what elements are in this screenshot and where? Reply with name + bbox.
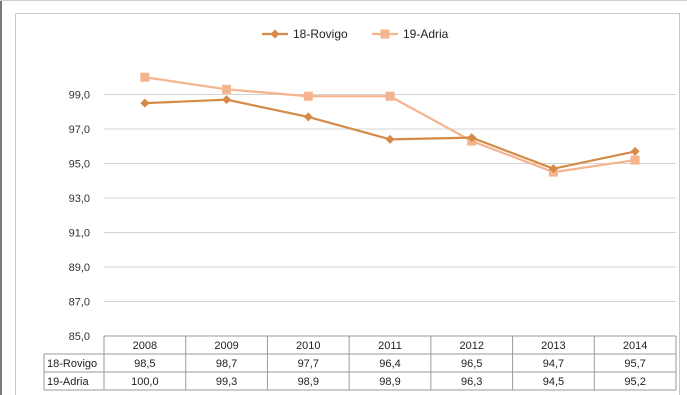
x-tick-label: 2009 — [214, 340, 238, 352]
y-tick-label: 99,0 — [69, 90, 90, 102]
data-point — [303, 91, 313, 101]
data-table-value: 98,7 — [216, 358, 237, 370]
x-tick-label: 2011 — [378, 340, 402, 352]
y-tick-label: 87,0 — [69, 297, 90, 309]
data-point — [548, 164, 558, 174]
legend-marker — [380, 29, 390, 39]
data-table-value: 94,5 — [543, 376, 564, 388]
data-table-value: 98,9 — [298, 376, 319, 388]
data-table-value: 96,5 — [461, 358, 482, 370]
data-point — [467, 133, 477, 143]
window-top-edge — [0, 0, 687, 1]
y-tick-label: 85,0 — [69, 331, 90, 343]
data-table-value: 98,5 — [134, 358, 155, 370]
x-tick-label: 2008 — [133, 340, 157, 352]
data-point — [140, 72, 150, 82]
data-point — [303, 112, 313, 122]
data-table-value: 95,7 — [624, 358, 645, 370]
legend-marker — [270, 29, 280, 39]
data-point — [222, 84, 232, 94]
data-point — [222, 95, 232, 105]
chart-area — [15, 13, 680, 395]
y-tick-label: 89,0 — [69, 262, 90, 274]
y-tick-label: 91,0 — [69, 228, 90, 240]
data-table-value: 98,9 — [379, 376, 400, 388]
x-tick-label: 2012 — [459, 340, 483, 352]
data-table-value: 94,7 — [543, 358, 564, 370]
data-table-value: 99,3 — [216, 376, 237, 388]
table-series-name: 18-Rovigo — [47, 358, 97, 370]
data-table-value: 100,0 — [131, 376, 159, 388]
legend-label: 19-Adria — [403, 27, 449, 41]
data-table-value: 95,2 — [624, 376, 645, 388]
data-point — [385, 91, 395, 101]
table-series-name: 19-Adria — [47, 376, 89, 388]
data-point — [630, 146, 640, 156]
data-table-value: 96,4 — [379, 358, 400, 370]
y-tick-label: 93,0 — [69, 193, 90, 205]
x-tick-label: 2014 — [623, 340, 647, 352]
series-line-19-Adria — [144, 76, 636, 174]
y-tick-label: 95,0 — [69, 159, 90, 171]
legend-label: 18-Rovigo — [293, 27, 348, 41]
data-table-value: 97,7 — [298, 358, 319, 370]
x-tick-label: 2010 — [296, 340, 320, 352]
data-point — [385, 134, 395, 144]
data-table-value: 96,3 — [461, 376, 482, 388]
data-point — [140, 98, 150, 108]
series-line-18-Rovigo — [144, 98, 636, 170]
x-tick-label: 2013 — [541, 340, 565, 352]
data-point — [630, 155, 640, 165]
window-edge — [0, 0, 2, 395]
y-tick-label: 97,0 — [69, 124, 90, 136]
